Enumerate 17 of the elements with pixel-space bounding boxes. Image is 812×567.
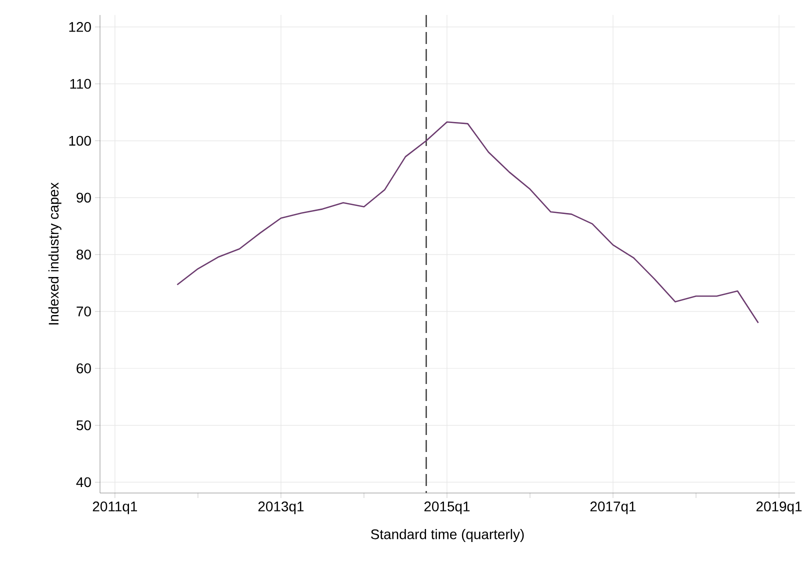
y-tick-label: 70	[76, 306, 91, 316]
y-tick-label: 120	[69, 22, 91, 32]
x-tick-label: 2013q1	[258, 502, 304, 514]
y-tick-label: 100	[69, 136, 91, 146]
y-tick-label: 90	[76, 192, 91, 203]
x-tick-label: 2017q1	[590, 502, 636, 514]
y-tick-label: 80	[76, 250, 91, 260]
y-tick-label: 110	[70, 78, 91, 89]
y-axis-title: Indexed industry capex	[48, 182, 62, 324]
x-axis-title: Standard time (quarterly)	[371, 528, 524, 542]
y-tick-label: 60	[76, 363, 91, 374]
y-tick-label: 40	[76, 477, 91, 488]
x-tick-label: 2019q1	[756, 502, 802, 514]
x-tick-label: 2011q1	[92, 502, 138, 514]
x-tick-label: 2015q1	[424, 502, 470, 514]
line-series	[176, 121, 759, 324]
y-tick-label: 50	[76, 420, 91, 430]
